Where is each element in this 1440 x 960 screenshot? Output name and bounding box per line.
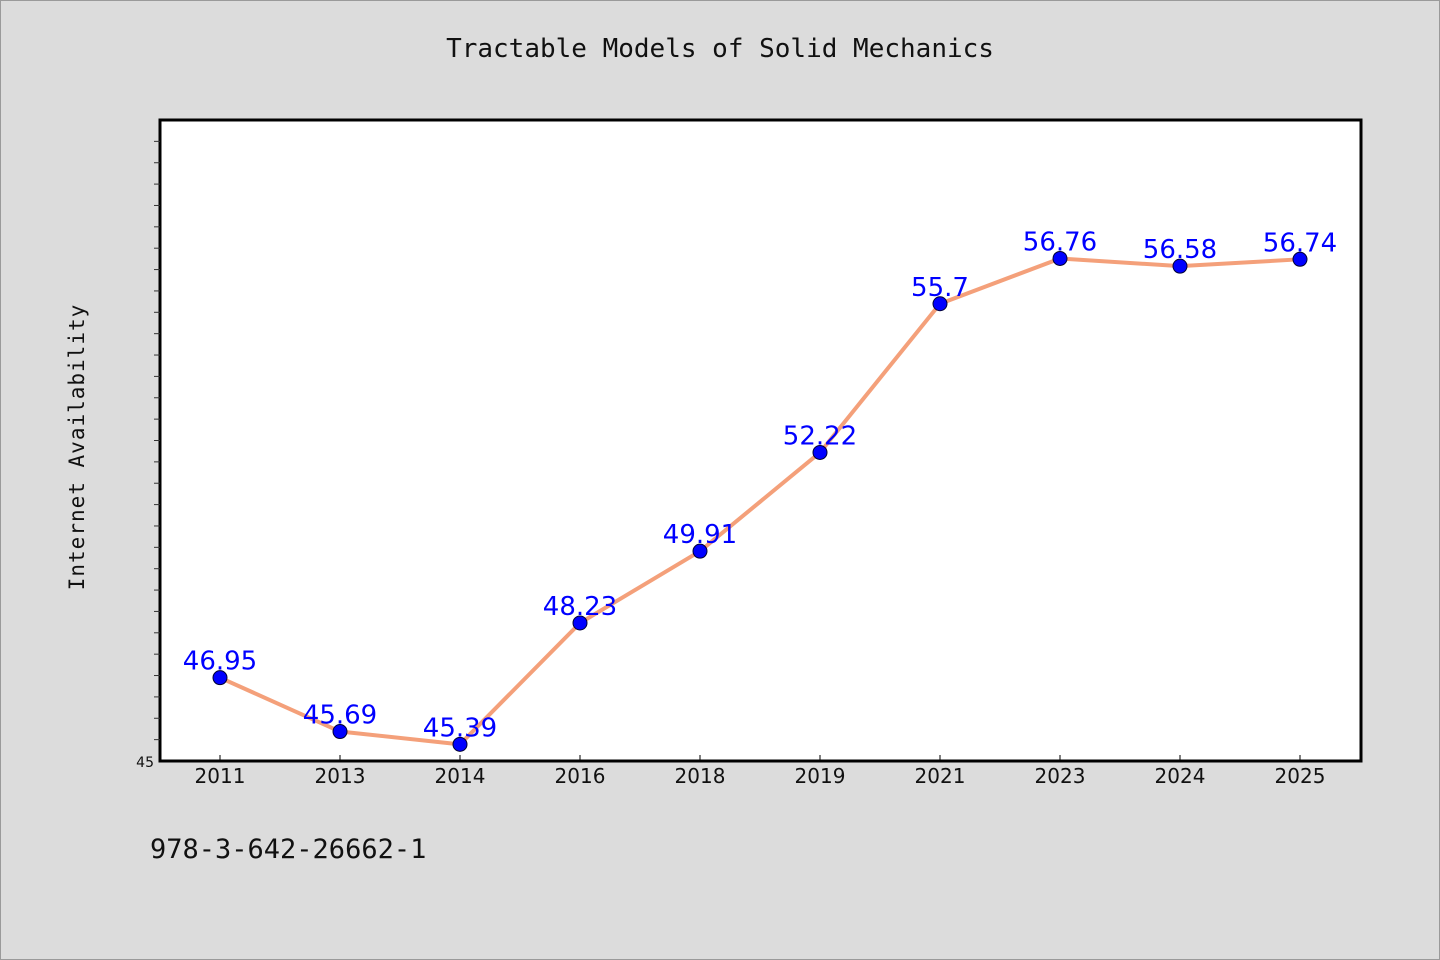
data-label: 56.74 — [1263, 228, 1337, 258]
data-point — [212, 670, 228, 686]
data-point — [692, 543, 708, 559]
data-point — [932, 296, 948, 312]
data-point — [332, 724, 348, 740]
x-tick-label: 2018 — [675, 764, 726, 788]
x-tick-label: 2021 — [915, 764, 966, 788]
y-tick-label: 45 — [136, 755, 154, 771]
data-label: 49.91 — [663, 520, 737, 550]
x-tick-label: 2023 — [1035, 764, 1086, 788]
data-point — [452, 736, 468, 752]
x-tick-label: 2024 — [1155, 764, 1206, 788]
data-label: 46.95 — [183, 647, 257, 677]
data-point — [812, 444, 828, 460]
data-label: 45.69 — [303, 701, 377, 731]
data-label: 56.58 — [1143, 235, 1217, 265]
data-label: 45.39 — [423, 713, 497, 743]
series-line — [218, 256, 1302, 747]
x-tick-label: 2019 — [795, 764, 846, 788]
data-point — [572, 615, 588, 631]
data-label: 56.76 — [1023, 227, 1097, 257]
data-point — [1172, 258, 1188, 274]
data-point — [1052, 250, 1068, 266]
x-tick-label: 2013 — [315, 764, 366, 788]
plot-area — [158, 118, 1363, 763]
x-tick-label: 2014 — [435, 764, 486, 788]
data-label: 48.23 — [543, 592, 617, 622]
x-tick-label: 2011 — [195, 764, 246, 788]
x-tick-label: 2025 — [1275, 764, 1326, 788]
x-tick-label: 2016 — [555, 764, 606, 788]
data-point — [1292, 251, 1308, 267]
chart-title: Tractable Models of Solid Mechanics — [446, 34, 994, 64]
footnote: 978-3-642-26662-1 — [150, 834, 427, 865]
data-label: 55.7 — [911, 273, 969, 303]
data-label: 52.22 — [783, 421, 857, 451]
